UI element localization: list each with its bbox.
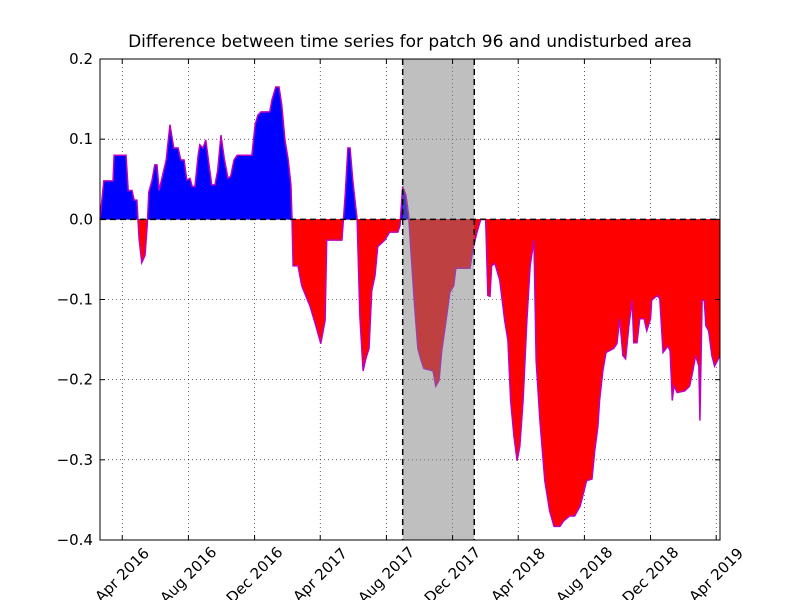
area-fill	[315, 219, 322, 344]
area-fill	[513, 219, 518, 461]
area-fill	[233, 154, 238, 220]
area-fill	[559, 219, 565, 528]
area-fill	[695, 219, 700, 367]
highlight-span	[402, 59, 475, 540]
area-fill	[676, 219, 686, 393]
area-fill	[646, 219, 651, 331]
y-tick-label: −0.1	[57, 291, 93, 309]
area-fill	[257, 111, 262, 220]
area-fill	[326, 219, 343, 241]
area-fill	[491, 219, 496, 267]
area-fill	[389, 219, 399, 233]
area-fill	[211, 184, 216, 220]
y-tick-label: 0.2	[69, 50, 93, 68]
area-fill	[605, 219, 614, 353]
chart-title: Difference between time series for patch…	[128, 32, 692, 52]
area-fill	[711, 219, 715, 367]
area-fill	[260, 111, 271, 220]
area-fill	[643, 219, 648, 331]
y-tick-label: −0.2	[57, 371, 93, 389]
area-fill	[705, 219, 709, 332]
area-fill	[173, 147, 179, 220]
area-fill	[292, 219, 299, 267]
area-fill	[579, 219, 584, 507]
area-fill	[656, 219, 661, 300]
area-fill	[586, 219, 593, 482]
area-fill	[275, 86, 280, 220]
area-fill	[673, 219, 678, 393]
area-fill	[186, 177, 191, 220]
area-fill	[701, 219, 705, 301]
y-tick-label: −0.3	[57, 451, 93, 469]
area-fill	[692, 219, 696, 371]
area-fill	[202, 139, 207, 220]
area-fill	[553, 219, 561, 527]
area-fill	[549, 219, 555, 527]
area-fill	[714, 219, 721, 367]
y-tick-label: −0.4	[57, 531, 93, 549]
area-fill	[582, 219, 587, 496]
area-fill	[651, 219, 658, 301]
area-fill	[574, 219, 581, 518]
area-fill	[365, 219, 370, 359]
area-fill	[594, 219, 599, 452]
area-fill	[199, 144, 204, 220]
area-fill	[544, 219, 550, 512]
area-fill	[563, 219, 571, 522]
area-fill	[362, 219, 367, 371]
area-fill	[684, 219, 690, 392]
area-fill	[254, 115, 259, 220]
area-fill	[227, 175, 232, 220]
area-fill	[103, 180, 114, 220]
area-fill	[613, 219, 618, 350]
area-fill	[191, 186, 196, 220]
area-fill	[622, 219, 626, 360]
area-fill	[113, 154, 127, 220]
area-fill	[591, 219, 595, 480]
area-fill	[271, 86, 277, 220]
y-tick-label: 0.1	[69, 130, 93, 148]
area-fill	[269, 99, 273, 220]
area-fill	[180, 159, 185, 220]
area-fill	[689, 219, 694, 387]
area-fill	[639, 219, 645, 320]
area-fill	[127, 190, 133, 220]
area-fill	[236, 154, 247, 220]
area-fill	[245, 154, 253, 220]
area-fill	[662, 219, 669, 354]
area-fill	[667, 219, 671, 351]
y-tick-label: 0.0	[69, 210, 93, 228]
area-fill	[633, 219, 638, 344]
area-fill	[347, 147, 351, 220]
area-fill	[602, 219, 607, 371]
area-fill	[569, 219, 575, 517]
area-fill	[154, 164, 158, 220]
area-fill	[516, 219, 521, 461]
